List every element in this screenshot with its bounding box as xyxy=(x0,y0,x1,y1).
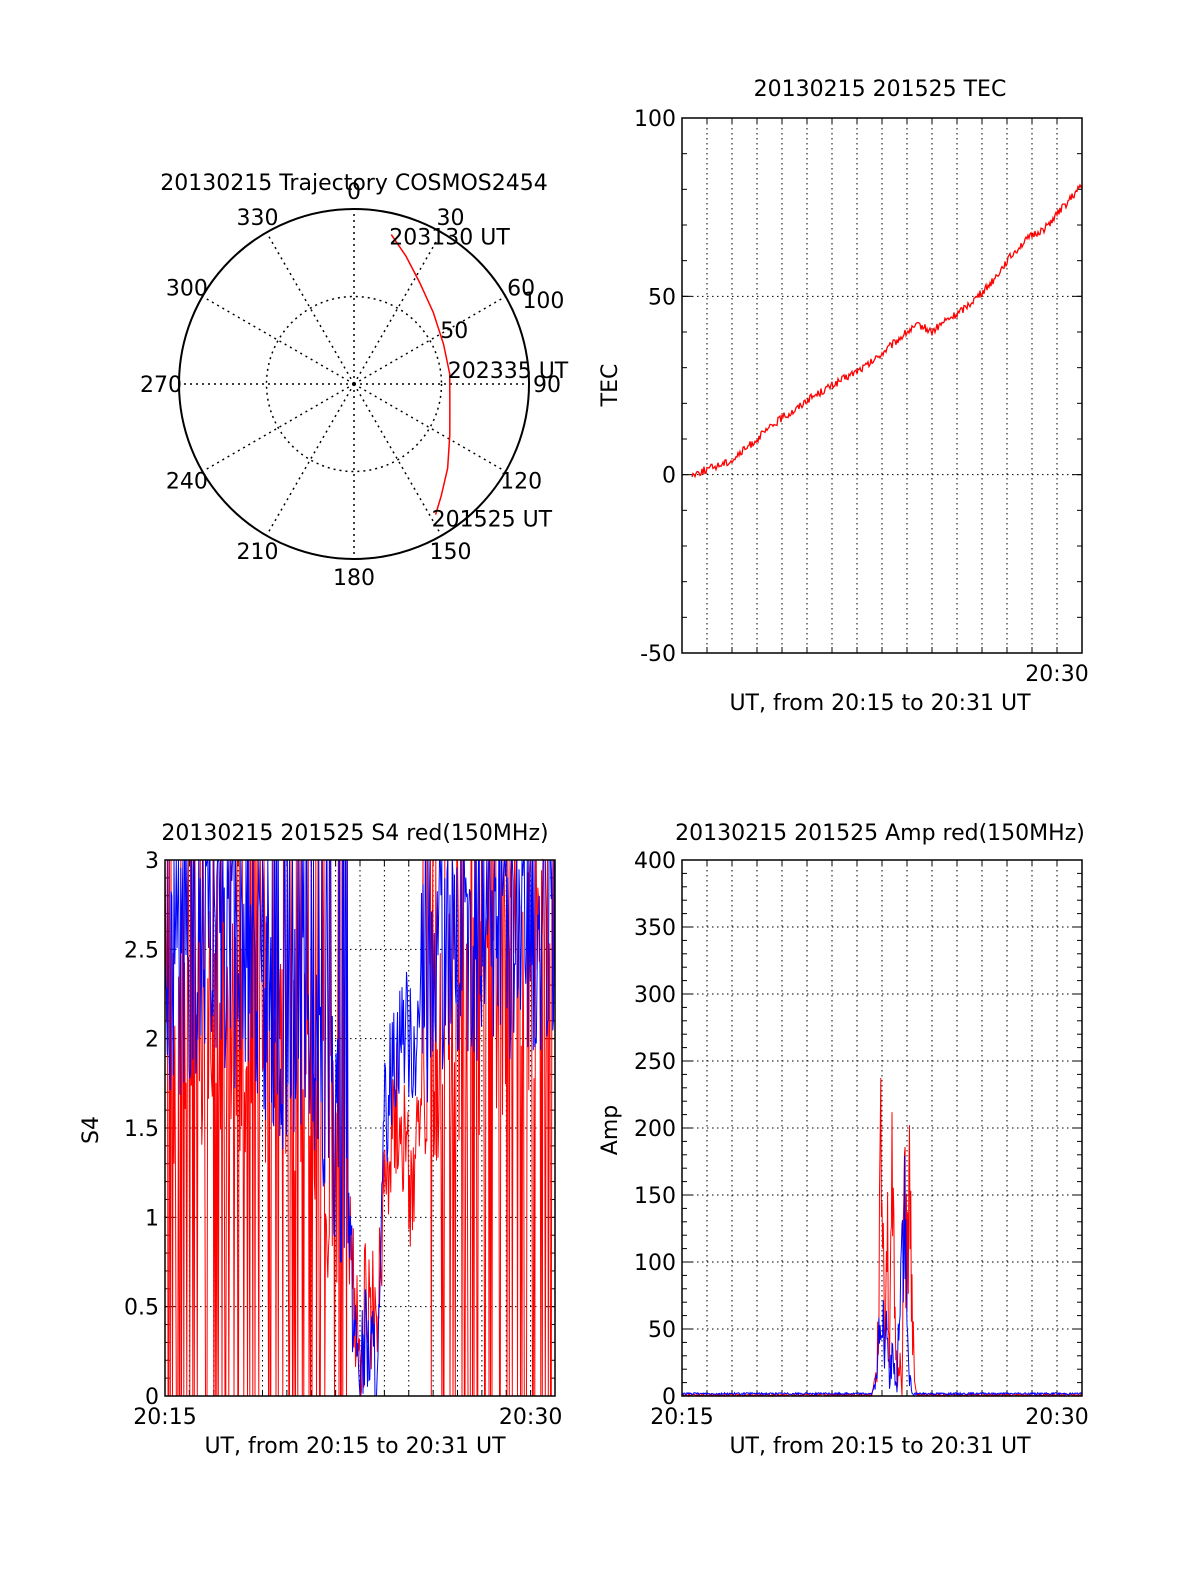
polar-radial-ticks: 50 100 xyxy=(440,289,564,344)
polar-grid-circle xyxy=(265,295,443,473)
polar-spoke xyxy=(202,383,355,473)
tec-xlabel: UT, from 20:15 to 20:31 UT xyxy=(729,691,1031,716)
y-tick-label: 100 xyxy=(634,1251,676,1276)
trajectory-line xyxy=(390,234,451,515)
amp-title: 20130215 201525 Amp red(150MHz) xyxy=(675,821,1085,846)
y-tick-label: 50 xyxy=(648,1318,676,1343)
x-tick-label: 20:30 xyxy=(1025,1405,1088,1430)
tec-ylabel: TEC xyxy=(598,364,623,408)
y-tick-label: 200 xyxy=(634,1117,676,1142)
polar-spoke xyxy=(353,383,443,536)
tec-title: 20130215 201525 TEC xyxy=(754,77,1007,102)
tec-plot-area: 100 50 0 -50 20:30 xyxy=(634,107,1089,687)
polar-angle-label: 180 xyxy=(333,566,375,591)
plot-frame xyxy=(681,859,1083,1397)
y-tick-label: 150 xyxy=(634,1184,676,1209)
s4-ylabel: S4 xyxy=(79,1116,104,1144)
y-tick-label: 0 xyxy=(662,464,676,489)
y-tick-label: 1 xyxy=(145,1206,159,1231)
s4-xlabel: UT, from 20:15 to 20:31 UT xyxy=(204,1434,506,1459)
polar-trajectory xyxy=(390,234,451,515)
polar-angle-label: 150 xyxy=(430,540,472,565)
s4-title: 20130215 201525 S4 red(150MHz) xyxy=(161,821,548,846)
amp-xlabel: UT, from 20:15 to 20:31 UT xyxy=(729,1434,1031,1459)
y-tick-label: 2.5 xyxy=(124,938,159,963)
trajectory-polar-chart: 20130215 Trajectory COSMOS2454 0 30 60 90 12… xyxy=(140,171,569,591)
s4-chart: 20130215 201525 S4 red(150MHz) 3 2.5 2 1.5 1… xyxy=(79,821,562,1459)
plot-frame xyxy=(681,117,1083,654)
x-tick-label: 20:30 xyxy=(1025,662,1088,687)
y-tick-label: 50 xyxy=(648,285,676,310)
s4-plot-area: 3 2.5 2 1.5 1 0.5 020:15 20:30 xyxy=(124,849,562,1430)
x-tick-label: 20:30 xyxy=(499,1405,562,1430)
polar-angle-label: 60 xyxy=(507,277,535,302)
polar-spoke xyxy=(353,383,506,473)
y-tick-label: 350 xyxy=(634,916,676,941)
series-line-red xyxy=(681,1077,1083,1398)
amp-ylabel: Amp xyxy=(598,1105,623,1155)
polar-angle-label: 240 xyxy=(166,470,208,495)
polar-angle-label: 270 xyxy=(140,373,182,398)
tec-chart: 20130215 201525 TEC 100 50 0 -50 20:30 UT, f… xyxy=(598,77,1089,716)
polar-spoke xyxy=(265,232,355,385)
polar-annotation: 202335 UT xyxy=(448,359,569,384)
polar-spoke xyxy=(353,295,506,385)
polar-radial-tick: 50 xyxy=(440,319,468,344)
polar-spoke xyxy=(353,232,443,385)
polar-spoke xyxy=(265,383,355,536)
y-tick-label: 300 xyxy=(634,983,676,1008)
polar-angle-label: 120 xyxy=(500,470,542,495)
y-tick-label: 0 xyxy=(145,1385,159,1410)
y-tick-label: 250 xyxy=(634,1050,676,1075)
polar-grid xyxy=(178,208,530,560)
x-tick-label: 20:15 xyxy=(650,1405,713,1430)
polar-radial-tick: 100 xyxy=(522,289,564,314)
y-tick-label: 100 xyxy=(634,107,676,132)
series-line-blue xyxy=(681,1155,1083,1397)
y-tick-label: 0 xyxy=(662,1385,676,1410)
polar-spoke xyxy=(202,295,355,385)
polar-angle-label: 90 xyxy=(533,373,561,398)
amp-chart: 20130215 201525 Amp red(150MHz) 400 350 30… xyxy=(598,821,1089,1459)
polar-angle-label: 210 xyxy=(237,540,279,565)
polar-angle-label: 330 xyxy=(237,206,279,231)
y-tick-label: 2 xyxy=(145,1028,159,1053)
polar-angle-labels: 0 30 60 90 120 150 180 210 240 270 300 330 xyxy=(140,180,561,591)
polar-angle-label: 30 xyxy=(437,206,465,231)
y-tick-label: 400 xyxy=(634,849,676,874)
y-tick-label: 0.5 xyxy=(124,1296,159,1321)
polar-annotations: 203130 UT 202335 UT 201525 UT xyxy=(389,226,569,533)
y-tick-label: 3 xyxy=(145,849,159,874)
polar-angle-label: 300 xyxy=(166,277,208,302)
x-tick-label: 20:15 xyxy=(133,1405,196,1430)
y-tick-label: -50 xyxy=(640,642,676,667)
amp-plot-area: 400 350 300 250 200 150 100 50 020:15 20:30 xyxy=(634,849,1089,1430)
polar-annotation: 203130 UT xyxy=(389,226,510,251)
y-tick-label: 1.5 xyxy=(124,1117,159,1142)
series-line-red xyxy=(691,183,1083,479)
plot-frame xyxy=(164,859,556,1397)
polar-annotation: 201525 UT xyxy=(432,508,553,533)
polar-title: 20130215 Trajectory COSMOS2454 xyxy=(160,171,547,196)
polar-angle-label: 0 xyxy=(347,180,361,205)
